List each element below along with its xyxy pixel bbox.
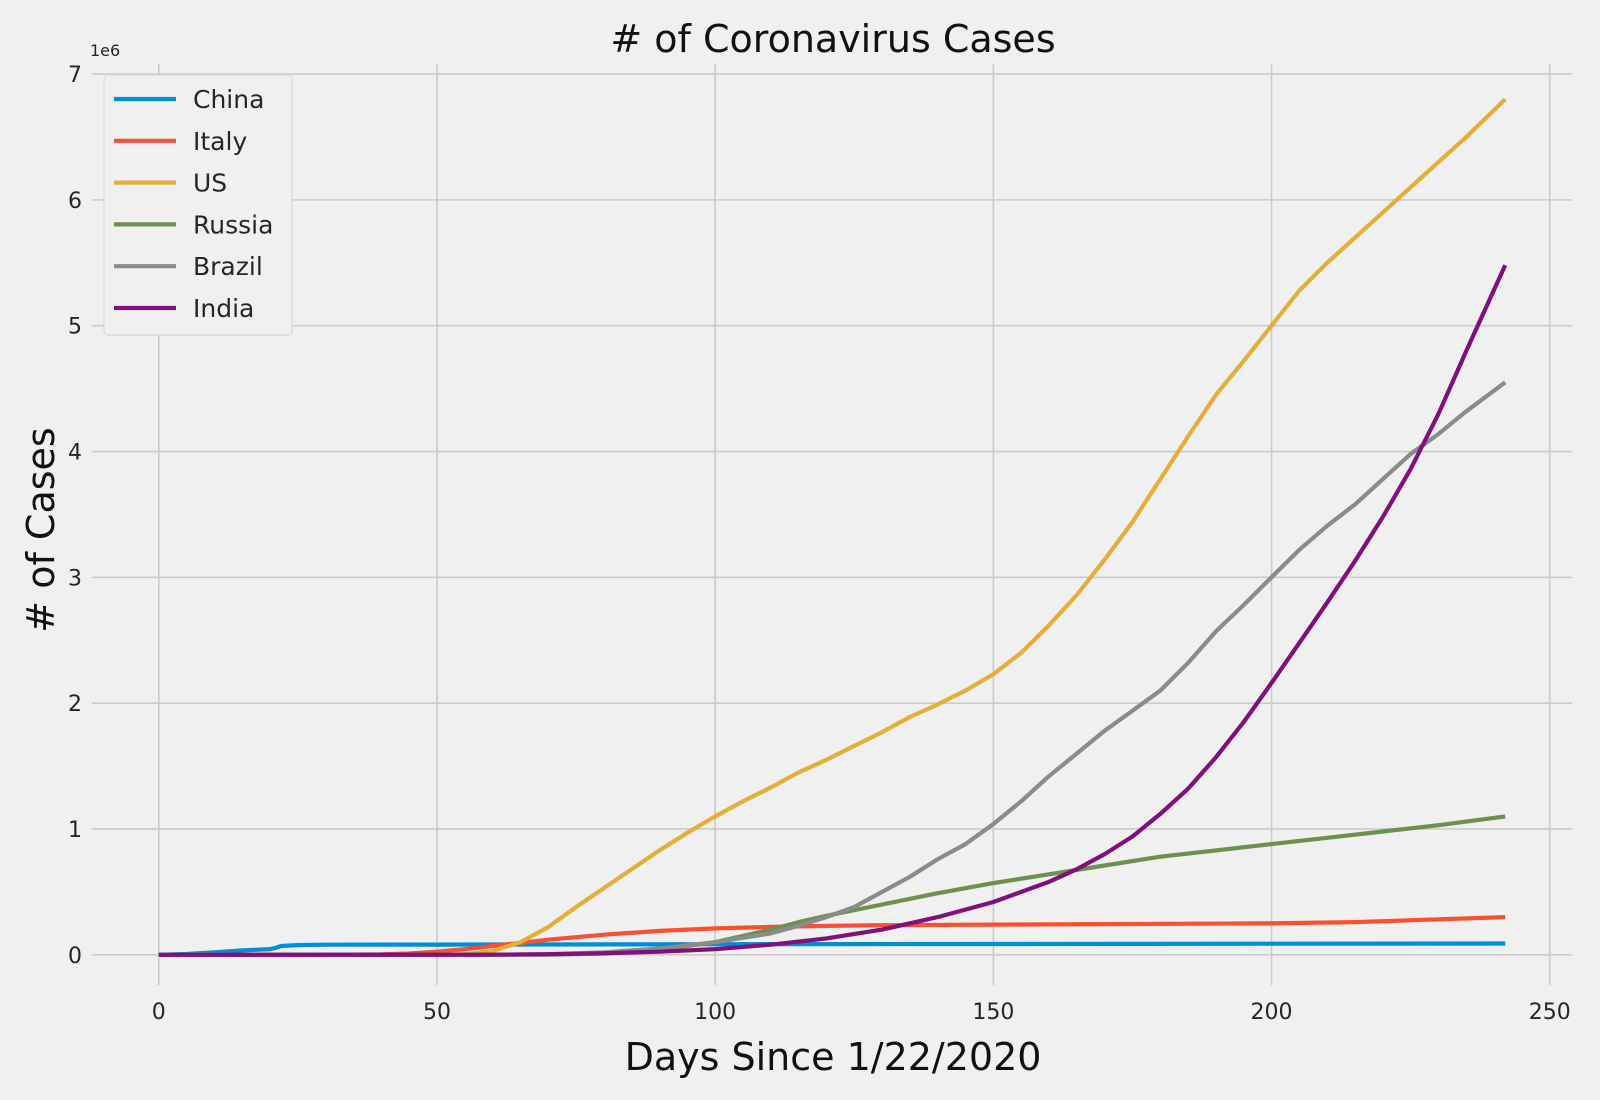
legend-label-italy: Italy xyxy=(193,127,247,156)
y-tick-label: 0 xyxy=(68,944,82,969)
series-line-china xyxy=(158,941,1506,957)
y-tick-label: 5 xyxy=(68,315,82,340)
x-tick-label: 100 xyxy=(694,1000,736,1025)
legend-label-india: India xyxy=(193,294,254,323)
x-axis-label: Days Since 1/22/2020 xyxy=(625,1035,1042,1079)
legend-label-russia: Russia xyxy=(193,210,273,239)
legend-label-us: US xyxy=(193,169,227,198)
legend-label-brazil: Brazil xyxy=(193,252,263,281)
series-line-india xyxy=(158,264,1508,957)
y-offset-label: 1e6 xyxy=(90,41,120,60)
x-tick-label: 250 xyxy=(1529,1000,1571,1025)
series-line-brazil xyxy=(158,380,1507,957)
x-tick-label: 0 xyxy=(152,1000,166,1025)
y-tick-label: 7 xyxy=(68,63,82,88)
y-tick-label: 3 xyxy=(68,566,82,591)
y-tick-label: 2 xyxy=(68,692,82,717)
series-line-us xyxy=(158,97,1507,957)
y-tick-label: 4 xyxy=(68,441,82,466)
x-axis-ticks: 0 50 100 150 200 250 xyxy=(152,1000,1571,1025)
x-tick-label: 50 xyxy=(423,1000,451,1025)
legend-label-china: China xyxy=(193,85,264,114)
y-tick-label: 1 xyxy=(68,818,82,843)
y-axis-label: # of Cases xyxy=(19,427,63,632)
y-axis-ticks: 0 1 2 3 4 5 6 7 xyxy=(68,63,82,969)
series-lines xyxy=(158,97,1508,957)
y-tick-label: 6 xyxy=(68,189,82,214)
grid-lines xyxy=(92,64,1572,985)
x-tick-label: 150 xyxy=(972,1000,1014,1025)
legend: China Italy US Russia Brazil India xyxy=(103,74,293,336)
chart-title: # of Coronavirus Cases xyxy=(610,17,1055,61)
x-tick-label: 200 xyxy=(1251,1000,1293,1025)
